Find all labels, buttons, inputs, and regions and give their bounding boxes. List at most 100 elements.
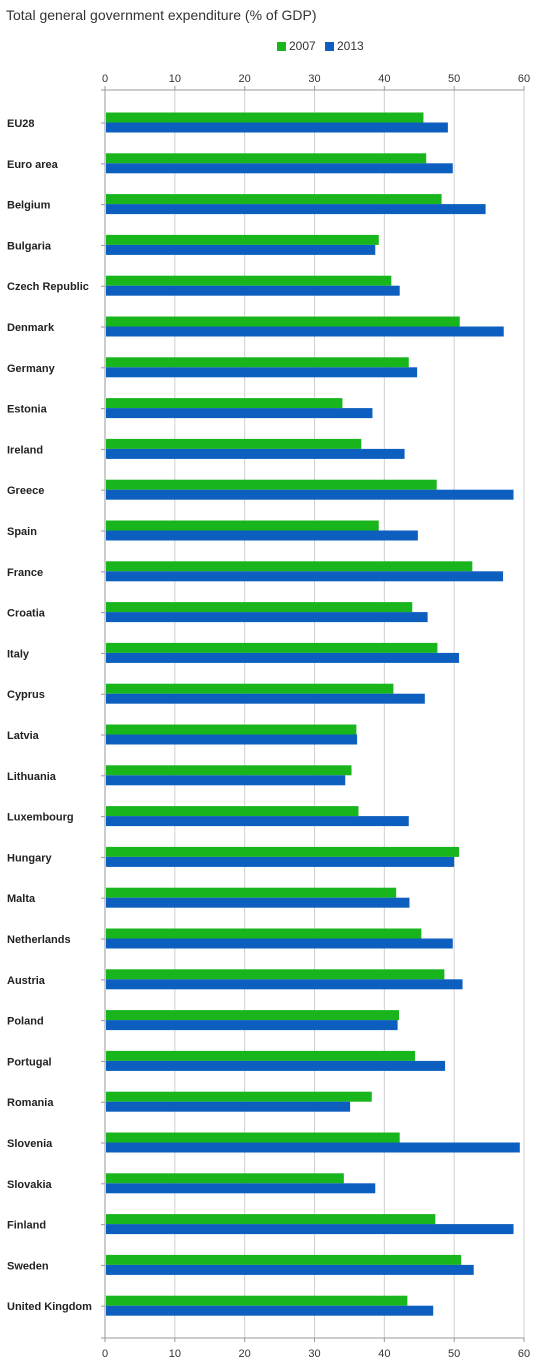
bar-hungary-2007 [106,846,460,857]
bar-latvia-2013 [106,734,358,745]
x-tick-label-top: 0 [102,73,108,85]
bar-spain-2013 [106,530,418,541]
category-label-belgium: Belgium [7,200,51,212]
bar-luxembourg-2013 [106,816,409,827]
x-tick-label-top: 40 [378,73,390,85]
bar-euro-area-2013 [106,163,453,174]
bar-ireland-2013 [106,448,405,459]
category-label-austria: Austria [7,975,46,987]
bar-austria-2007 [106,969,445,980]
bar-denmark-2013 [106,326,504,337]
bar-lithuania-2007 [106,765,352,776]
category-label-latvia: Latvia [7,730,40,742]
category-label-luxembourg: Luxembourg [7,812,74,824]
bar-portugal-2007 [106,1050,416,1061]
category-label-cyprus: Cyprus [7,689,45,701]
bar-czech-republic-2013 [106,285,400,296]
bar-croatia-2007 [106,602,413,613]
bar-netherlands-2013 [106,938,453,949]
bar-italy-2013 [106,652,460,663]
bar-greece-2013 [106,489,514,500]
bar-slovenia-2007 [106,1132,400,1143]
bar-germany-2013 [106,367,418,378]
category-label-denmark: Denmark [7,322,55,334]
category-label-netherlands: Netherlands [7,934,71,946]
x-tick-label-bottom: 30 [308,1348,320,1360]
x-tick-label-top: 30 [308,73,320,85]
bar-finland-2013 [106,1224,514,1235]
bar-denmark-2007 [106,316,460,327]
category-label-estonia: Estonia [7,404,48,416]
category-label-hungary: Hungary [7,852,53,864]
category-label-slovakia: Slovakia [7,1179,53,1191]
category-label-portugal: Portugal [7,1056,52,1068]
bar-estonia-2013 [106,408,373,419]
bar-united-kingdom-2013 [106,1305,434,1316]
bar-eu28-2013 [106,122,448,133]
bar-united-kingdom-2007 [106,1295,408,1306]
category-label-malta: Malta [7,893,36,905]
bar-romania-2013 [106,1101,351,1112]
bar-portugal-2013 [106,1060,446,1071]
x-tick-label-bottom: 40 [378,1348,390,1360]
category-label-croatia: Croatia [7,608,46,620]
category-label-czech-republic: Czech Republic [7,281,89,293]
category-label-france: France [7,567,43,579]
bar-czech-republic-2007 [106,275,392,286]
bar-bulgaria-2013 [106,244,376,255]
bar-lithuania-2013 [106,775,346,786]
category-label-sweden: Sweden [7,1260,49,1272]
bar-belgium-2013 [106,204,486,215]
category-label-lithuania: Lithuania [7,771,57,783]
bar-slovenia-2013 [106,1142,520,1153]
bar-ireland-2007 [106,438,362,449]
bar-finland-2007 [106,1214,436,1225]
category-label-united-kingdom: United Kingdom [7,1301,92,1313]
bar-poland-2007 [106,1010,399,1021]
bar-poland-2013 [106,1020,398,1031]
x-tick-label-top: 20 [239,73,251,85]
category-label-poland: Poland [7,1016,44,1028]
bar-romania-2007 [106,1091,372,1102]
bar-slovakia-2013 [106,1183,376,1194]
category-label-greece: Greece [7,485,44,497]
category-label-bulgaria: Bulgaria [7,240,52,252]
bar-italy-2007 [106,642,438,653]
category-label-spain: Spain [7,526,37,538]
bar-malta-2007 [106,887,397,898]
category-label-slovenia: Slovenia [7,1138,53,1150]
chart-title: Total general government expenditure (% … [6,7,317,23]
category-label-italy: Italy [7,648,30,660]
bar-spain-2007 [106,520,379,531]
x-tick-label-bottom: 50 [448,1348,460,1360]
category-label-euro-area: Euro area [7,159,59,171]
bar-luxembourg-2007 [106,806,359,817]
legend-label-2013: 2013 [337,39,364,53]
bar-cyprus-2007 [106,683,394,694]
x-tick-label-bottom: 60 [518,1348,530,1360]
bar-cyprus-2013 [106,693,425,704]
bar-hungary-2013 [106,856,455,867]
bar-euro-area-2007 [106,153,427,164]
legend-item-2007[interactable]: 2007 [277,39,316,53]
x-tick-label-top: 10 [169,73,181,85]
legend-item-2013[interactable]: 2013 [325,39,364,53]
bar-netherlands-2007 [106,928,422,939]
bar-germany-2007 [106,357,409,368]
category-label-germany: Germany [7,363,56,375]
legend-swatch-2007 [277,42,286,51]
bar-greece-2007 [106,479,437,490]
bar-sweden-2007 [106,1254,462,1265]
bar-latvia-2007 [106,724,357,735]
x-tick-label-bottom: 10 [169,1348,181,1360]
x-tick-label-top: 60 [518,73,530,85]
bar-malta-2013 [106,897,410,908]
legend-label-2007: 2007 [289,39,316,53]
x-tick-label-bottom: 0 [102,1348,108,1360]
x-tick-label-bottom: 20 [239,1348,251,1360]
bar-france-2013 [106,571,504,582]
bar-slovakia-2007 [106,1173,344,1184]
category-label-romania: Romania [7,1097,54,1109]
category-label-eu28: EU28 [7,118,35,130]
bar-austria-2013 [106,979,463,990]
